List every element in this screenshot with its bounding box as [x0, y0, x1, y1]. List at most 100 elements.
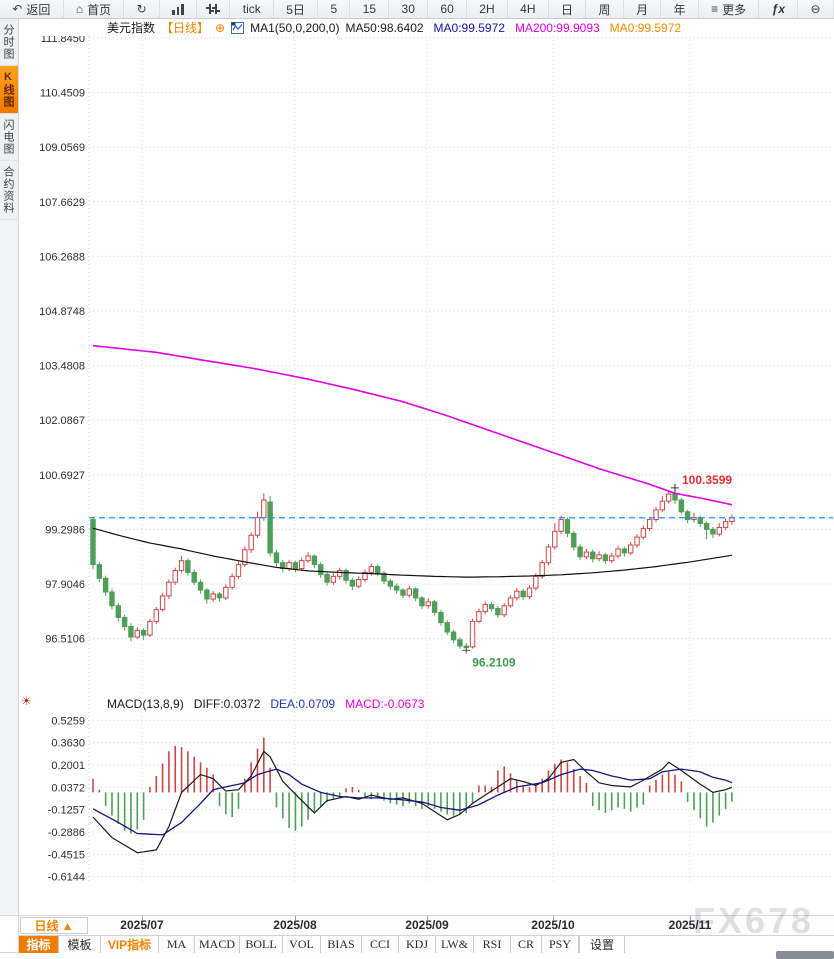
period-15min-button[interactable]: 15 — [350, 0, 390, 18]
macd-dea-line — [92, 768, 733, 836]
period-30min-button[interactable]: 30 — [389, 0, 429, 18]
period-day-button[interactable]: 日 — [549, 0, 587, 18]
svg-text:0.3630: 0.3630 — [51, 738, 85, 750]
period-2h-button-label: 2H — [479, 2, 495, 16]
period-selector-label: 日线 — [34, 919, 59, 933]
svg-text:104.8748: 104.8748 — [39, 306, 85, 318]
tab-macd[interactable]: MACD — [195, 936, 240, 953]
back-icon: ↶ — [12, 2, 23, 16]
period-week-button[interactable]: 周 — [586, 0, 624, 18]
date-tick — [690, 916, 691, 920]
svg-text:100.6927: 100.6927 — [39, 470, 85, 482]
svg-text:102.0867: 102.0867 — [39, 415, 85, 427]
svg-text:111.8450: 111.8450 — [41, 36, 85, 45]
sidebar-item-闪电图[interactable]: 闪电图 — [0, 114, 18, 161]
date-label-2: 2025/09 — [405, 918, 449, 932]
more-button-label: 更多 — [722, 2, 747, 17]
svg-text:0.0372: 0.0372 — [51, 782, 85, 794]
kline-icon — [206, 4, 221, 15]
date-label-4: 2025/11 — [668, 918, 712, 932]
svg-text:99.2986: 99.2986 — [45, 524, 85, 536]
svg-text:103.4808: 103.4808 — [39, 361, 85, 373]
period-5day-button[interactable]: 5日 — [274, 0, 319, 18]
home-icon: ⌂ — [75, 2, 84, 16]
ma-values: MA50:98.6402 MA0:99.5972 MA200:99.9093 MA0:… — [345, 21, 681, 35]
left-sidebar: 分时图 K线图 闪电图 合约资料 — [0, 19, 19, 953]
tab-settings[interactable]: 设置 — [579, 936, 625, 953]
sidebar-item-合约资料[interactable]: 合约资料 — [0, 161, 18, 220]
period-4h-button[interactable]: 4H — [508, 0, 549, 18]
period-15min-button-label: 15 — [362, 2, 377, 16]
ma50-line — [92, 527, 733, 578]
date-tick — [427, 916, 428, 920]
chart-area[interactable]: 111.8450 110.4509 109.0569 107.6629 106.2688… — [19, 33, 834, 915]
home-button[interactable]: ⌂ 首页 — [64, 0, 125, 18]
ma-value-3: MA0:99.5972 — [609, 20, 682, 35]
ma200-line — [92, 344, 733, 506]
period-week-button-label: 周 — [598, 2, 611, 17]
tab-lwr[interactable]: LW& — [436, 936, 474, 953]
macd-diff-line — [92, 750, 733, 854]
high-price-label: 100.3599 — [682, 473, 732, 487]
period-year-button[interactable]: 年 — [661, 0, 699, 18]
chart-type-button[interactable] — [160, 0, 197, 18]
formula-button[interactable]: ƒx — [759, 0, 799, 18]
tab-vip-indicator[interactable]: VIP指标 — [101, 936, 159, 953]
tab-ma[interactable]: MA — [159, 936, 195, 953]
svg-text:96.5106: 96.5106 — [45, 634, 85, 646]
tab-indicator[interactable]: 指标 — [19, 936, 59, 953]
chart-canvas[interactable]: 111.8450 110.4509 109.0569 107.6629 106.2688… — [19, 33, 834, 915]
date-label-1: 2025/08 — [273, 918, 317, 932]
back-button-label: 返回 — [26, 2, 51, 17]
tab-boll[interactable]: BOLL — [240, 936, 283, 953]
period-selector-button[interactable]: 日线 ▲ — [20, 917, 88, 934]
macd-histogram — [92, 737, 733, 834]
tab-psy[interactable]: PSY — [542, 936, 579, 953]
low-marker — [462, 647, 471, 654]
sidebar-item-K线图[interactable]: K线图 — [0, 66, 18, 114]
kline-style-button[interactable] — [197, 0, 231, 18]
tab-template[interactable]: 模板 — [59, 936, 101, 953]
period-year-button-label: 年 — [673, 2, 686, 17]
period-month-button[interactable]: 月 — [624, 0, 662, 18]
tab-cci[interactable]: CCI — [362, 936, 399, 953]
svg-text:0.5259: 0.5259 — [51, 715, 85, 727]
period-5day-button-label: 5日 — [286, 2, 305, 17]
refresh-button[interactable]: ↻ — [124, 0, 160, 18]
svg-text:110.4509: 110.4509 — [40, 88, 85, 100]
period-tick-button[interactable]: tick — [230, 0, 274, 18]
tab-rsi[interactable]: RSI — [474, 936, 511, 953]
svg-text:-0.2886: -0.2886 — [48, 827, 85, 839]
tab-bias[interactable]: BIAS — [321, 936, 362, 953]
refresh-icon: ↻ — [136, 2, 147, 16]
macd-settings-icon[interactable]: ☀ — [21, 694, 32, 708]
bar-chart-icon — [172, 3, 184, 15]
period-5min-button[interactable]: 5 — [318, 0, 351, 18]
tab-cr[interactable]: CR — [511, 936, 542, 953]
formula-button-label: ƒx — [771, 2, 786, 16]
scrollbar-handle[interactable] — [776, 951, 834, 959]
grid-lines: 111.8450 110.4509 109.0569 107.6629 106.2688… — [39, 33, 833, 884]
add-indicator-icon[interactable]: ⊕ — [215, 20, 226, 35]
tab-vol[interactable]: VOL — [283, 936, 321, 953]
period-5min-button-label: 5 — [330, 2, 338, 16]
svg-text:97.9046: 97.9046 — [45, 579, 85, 591]
menu-icon: ≡ — [711, 2, 719, 16]
ma-value-1: MA0:99.5972 — [433, 20, 505, 35]
home-button-label: 首页 — [87, 2, 112, 17]
zoom-out-icon: ⊖ — [810, 2, 821, 16]
ma-settings-icon[interactable] — [231, 21, 245, 34]
period-day-button-label: 日 — [561, 2, 574, 17]
back-button[interactable]: ↶ 返回 — [0, 0, 64, 18]
period-2h-button[interactable]: 2H — [467, 0, 508, 18]
sidebar-item-分时图[interactable]: 分时图 — [0, 19, 18, 66]
svg-text:107.6629: 107.6629 — [39, 197, 85, 209]
macd-title[interactable]: MACD(13,8,9) — [107, 696, 184, 711]
zoom-out-button[interactable]: ⊖ — [798, 0, 834, 18]
ma-parameters[interactable]: MA1(50,0,200,0) — [250, 20, 340, 35]
top-toolbar: ↶ 返回 ⌂ 首页 ↻ tick 5日 5 15 30 60 2H 4H 日周月年 ≡ 更多 ƒx ⊖ — [0, 0, 834, 19]
period-60min-button[interactable]: 60 — [428, 0, 468, 18]
more-button[interactable]: ≡ 更多 — [699, 0, 760, 18]
period-30min-button-label: 30 — [401, 2, 415, 16]
tab-kdj[interactable]: KDJ — [399, 936, 436, 953]
